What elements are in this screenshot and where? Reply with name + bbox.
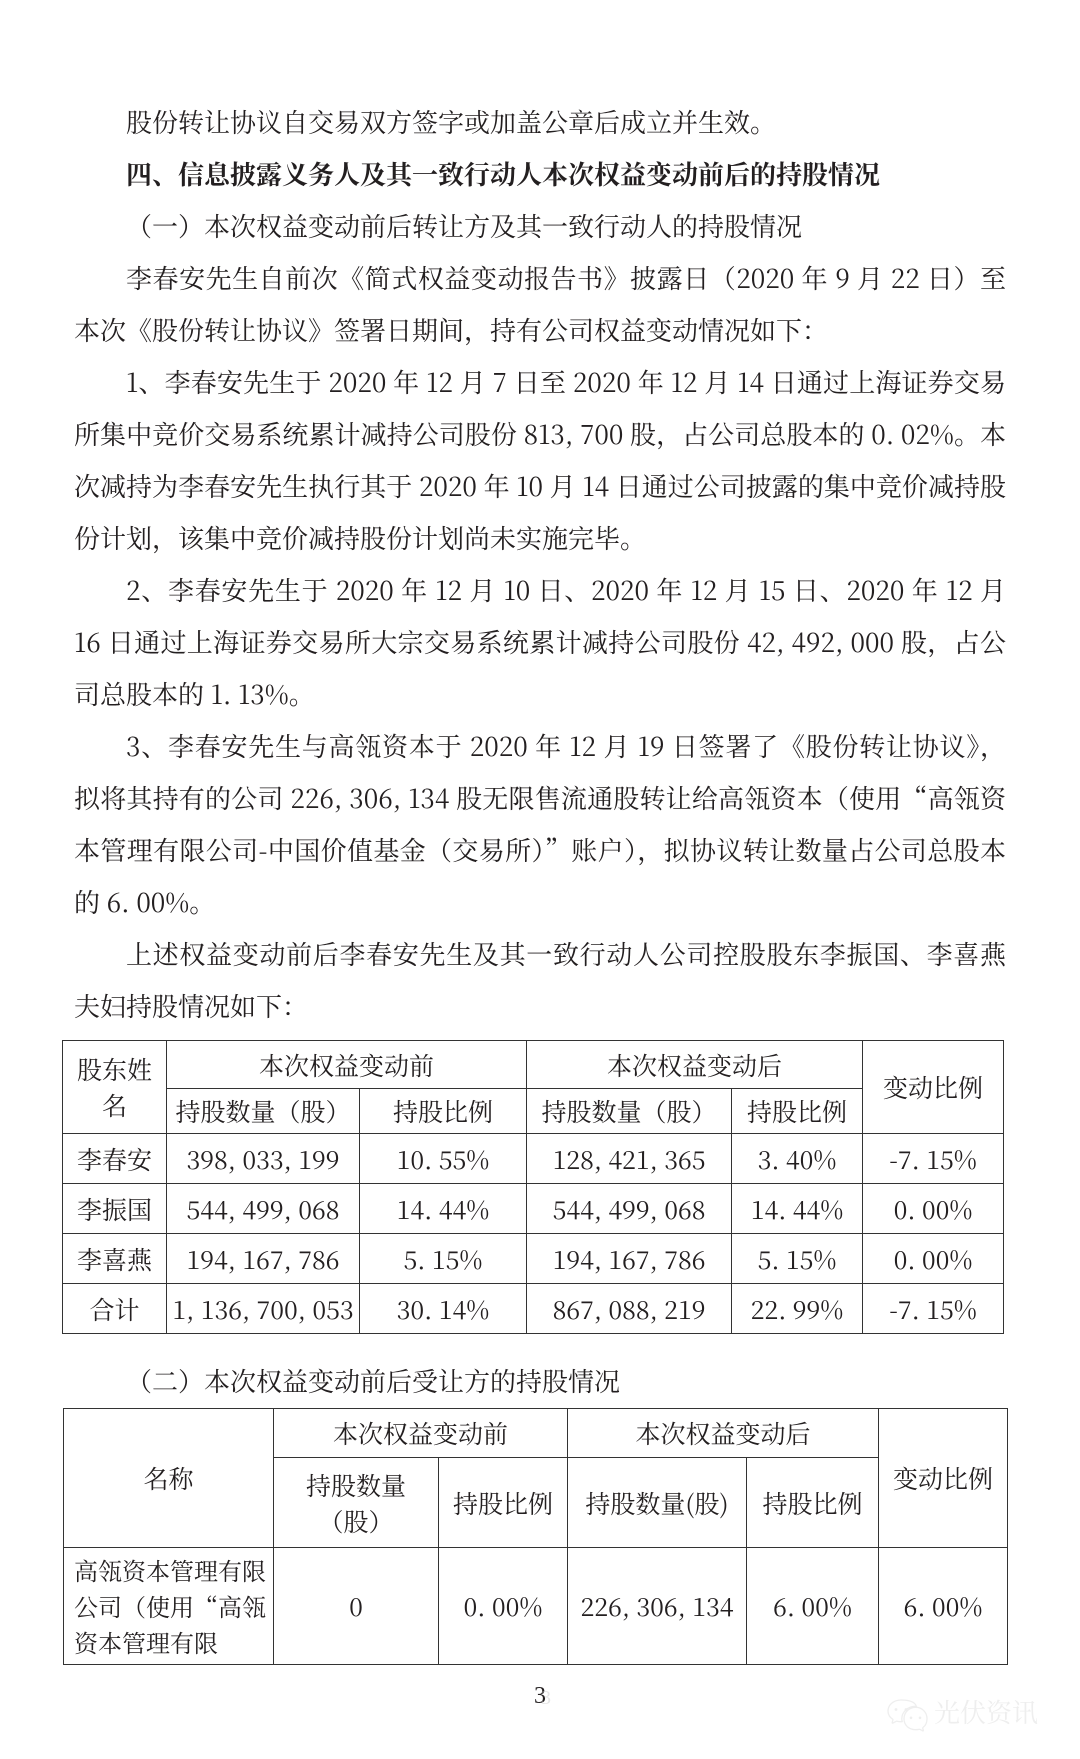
svg-text:光伏资讯: 光伏资讯 <box>934 1693 1038 1730</box>
